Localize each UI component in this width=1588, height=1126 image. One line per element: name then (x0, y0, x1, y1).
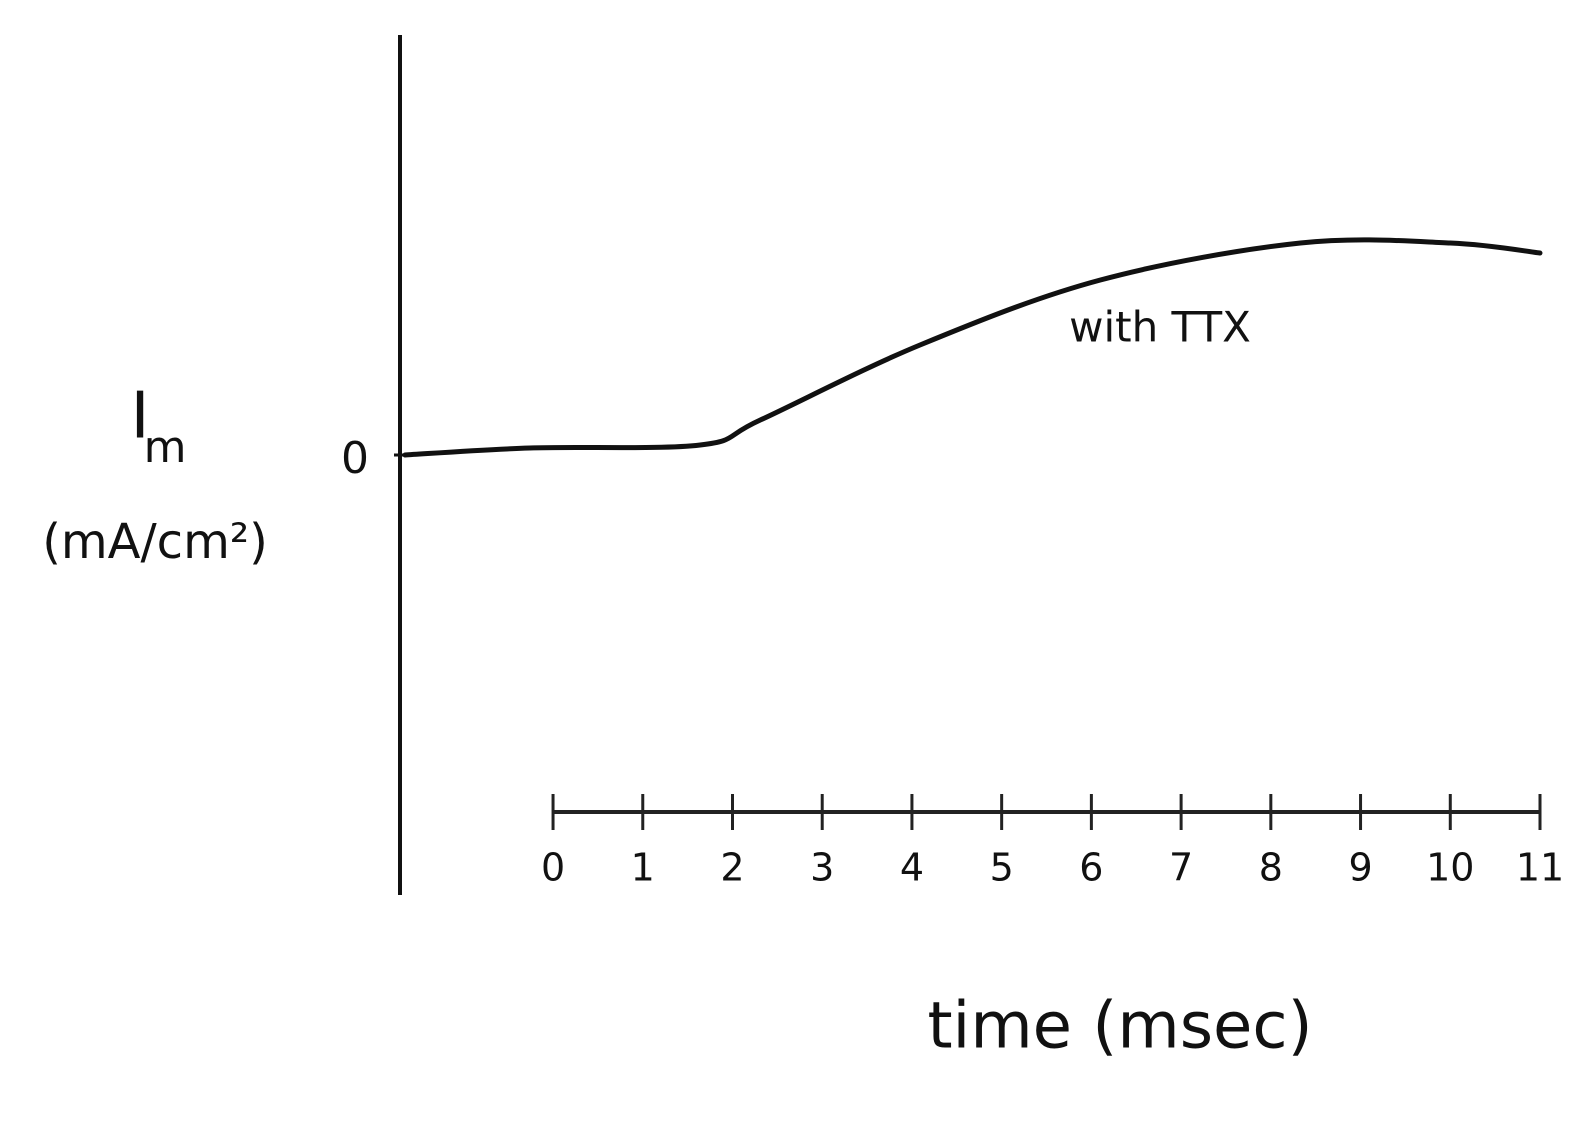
line (402, 237, 1543, 458)
x-tick-label: 6 (1079, 846, 1103, 890)
x-tick-label: 1 (631, 846, 655, 890)
x-tick-label: 8 (1259, 846, 1283, 890)
x-tick-label: 0 (541, 846, 565, 890)
x-tick-label: 10 (1426, 846, 1474, 890)
y-tick-label: 0 (341, 433, 369, 484)
x-tick-label: 9 (1348, 846, 1372, 890)
x-label: time (msec) (927, 990, 1312, 1064)
y-label-unit: (mA/cm²) (42, 514, 268, 570)
x-tick-label: 4 (900, 846, 924, 890)
annotation: with TTX (1069, 303, 1251, 352)
y-label-main: I (131, 380, 150, 454)
x-tick-label: 7 (1169, 846, 1193, 890)
x-tick-label: 5 (990, 846, 1014, 890)
x-tick-label: 11 (1516, 846, 1564, 890)
x-tick-label: 3 (810, 846, 834, 890)
y-label-sub: m (144, 422, 187, 473)
x-tick-label: 2 (720, 846, 744, 890)
